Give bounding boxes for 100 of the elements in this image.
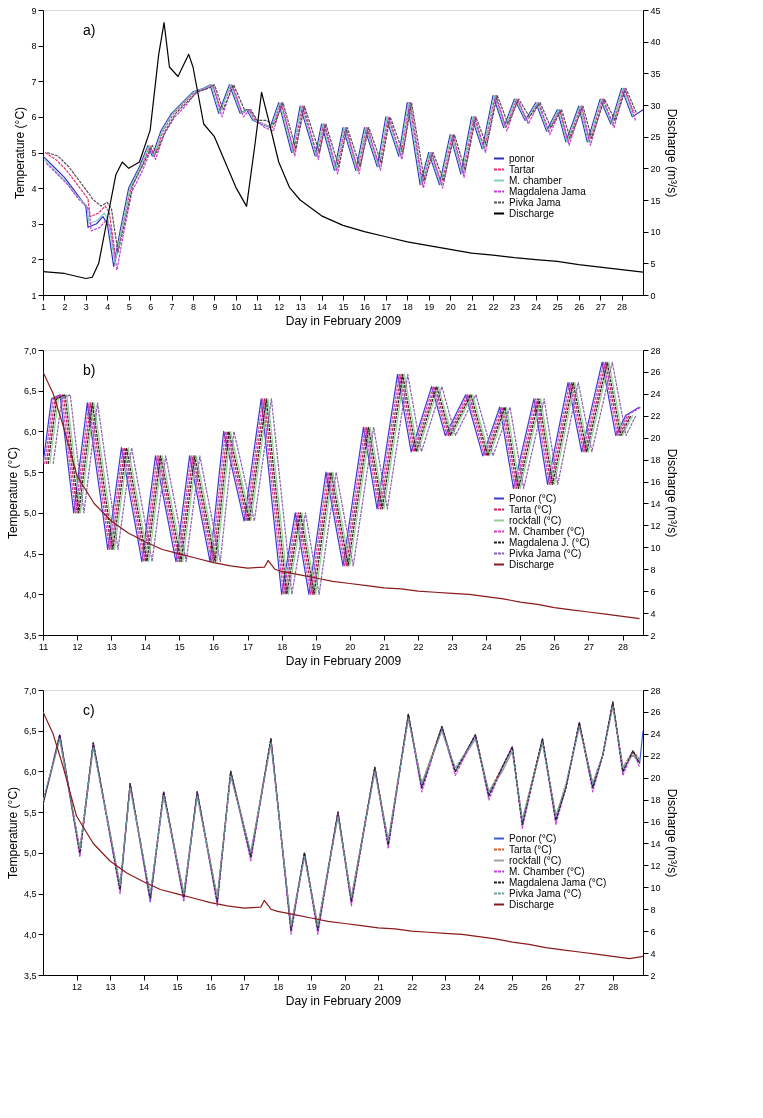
x-tick-label: 24 [481,641,492,652]
text: a) [83,22,96,38]
y2-tick-label: 4 [650,948,656,959]
x-tick-label: 19 [311,641,322,652]
x-tick-label: 21 [373,981,384,992]
y-tick-label: 5,5 [23,807,37,818]
y-axis-title: Temperature (°C) [13,106,28,200]
x-tick-label: 3 [83,301,89,312]
y2-tick-label: 5 [650,258,656,269]
y2-tick-label: 14 [650,838,661,849]
x-tick-label: 16 [206,981,217,992]
x-tick-label: 17 [243,641,254,652]
y2-tick-label: 18 [650,455,661,466]
x-tick-label: 20 [345,641,356,652]
x-tick-label: 13 [105,981,116,992]
y-tick-label: 8 [31,41,37,52]
legend-label: Pivka Jama (°C) [509,547,582,559]
y2-tick-label: 4 [650,608,656,619]
y-tick-label: 3,5 [23,970,37,981]
x-tick-label: 15 [338,301,349,312]
y2-tick-label: 40 [650,37,661,48]
x-tick-label: 16 [359,301,370,312]
y2-tick-label: 26 [650,707,661,718]
y-tick-label: 5 [31,148,37,158]
x-tick-label: 21 [379,641,390,652]
y2-tick-label: 20 [650,773,661,784]
y2-tick-label: 0 [650,290,656,301]
y2-tick-label: 16 [650,817,661,828]
y-tick-label: 6,5 [23,386,37,397]
legend-label: Pivka Jama (°C) [509,887,582,899]
x-tick-label: 6 [148,301,154,312]
x-tick-label: 22 [413,641,424,652]
x-tick-label: 14 [139,981,150,992]
y2-tick-label: 24 [650,729,661,740]
y2-axis-title: Discharge (m³/s) [664,448,679,538]
y2-tick-label: 20 [650,163,661,174]
x-tick-label: 15 [174,641,185,652]
x-tick-label: 26 [574,301,585,312]
x-tick-label: 21 [467,301,478,312]
x-tick-label: 18 [273,981,284,992]
y-tick-label: 5,5 [23,467,37,478]
x-tick-label: 28 [617,301,628,312]
y-tick-label: 1 [31,290,37,301]
x-tick-label: 7 [169,301,175,312]
y2-tick-label: 24 [650,389,661,400]
x-tick-label: 13 [106,641,117,652]
legend-label: Discharge [509,207,555,219]
x-axis-title: Day in February 2009 [285,993,402,1008]
legend-label: rockfall (°C) [509,514,562,526]
y2-tick-label: 35 [650,68,661,79]
y2-tick-label: 6 [650,586,656,597]
x-tick-label: 1 [40,301,47,312]
y2-tick-label: 22 [650,751,661,762]
y2-tick-label: 12 [650,520,661,531]
x-tick-label: 22 [488,301,499,312]
legend-label: Ponor (°C) [509,492,557,504]
x-tick-label: 8 [190,301,197,312]
y-tick-label: 3,5 [23,630,37,641]
legend-label: ponor [509,152,536,164]
y2-tick-label: 10 [650,882,661,893]
legend-label: Tarta (°C) [509,843,552,855]
x-tick-label: 25 [552,301,563,312]
x-tick-label: 15 [172,981,183,992]
y2-tick-label: 15 [650,195,661,206]
legend-label: Discharge [509,898,555,910]
x-tick-label: 28 [608,981,619,992]
y2-tick-label: 45 [650,5,661,16]
x-tick-label: 19 [306,981,317,992]
x-tick-label: 26 [541,981,552,992]
y-tick-label: 5,0 [23,848,37,859]
x-tick-label: 20 [445,301,456,312]
y2-tick-label: 16 [650,477,661,488]
y2-tick-label: 28 [650,345,661,356]
y2-tick-label: 28 [650,685,661,696]
y2-tick-label: 8 [650,564,656,575]
y2-tick-label: 14 [650,498,661,509]
legend-label: rockfall (°C) [509,854,562,866]
legend-label: M. Chamber (°C) [509,865,585,877]
y2-tick-label: 30 [650,100,661,111]
x-tick-label: 13 [295,301,306,312]
y2-tick-label: 20 [650,433,661,444]
y2-tick-label: 2 [650,970,656,981]
y-tick-label: 4,5 [23,549,37,560]
y2-tick-label: 25 [650,132,661,143]
legend-label: M. Chamber (°C) [509,525,585,537]
y-tick-label: 7 [31,76,37,87]
y2-tick-label: 2 [650,630,656,641]
x-tick-label: 14 [317,301,328,312]
x-tick-label: 11 [253,301,263,312]
y-tick-label: 6 [31,112,37,123]
legend-label: Ponor (°C) [509,832,557,844]
y-tick-label: 5,0 [23,508,37,519]
x-tick-label: 23 [447,641,458,652]
y-tick-label: 6,5 [23,726,37,737]
x-tick-label: 20 [340,981,351,992]
x-tick-label: 22 [407,981,418,992]
y-axis-title: Temperature (°C) [5,446,20,540]
y2-tick-label: 12 [650,860,661,871]
legend-label: Tarta (°C) [509,503,552,515]
x-tick-label: 4 [105,301,111,312]
